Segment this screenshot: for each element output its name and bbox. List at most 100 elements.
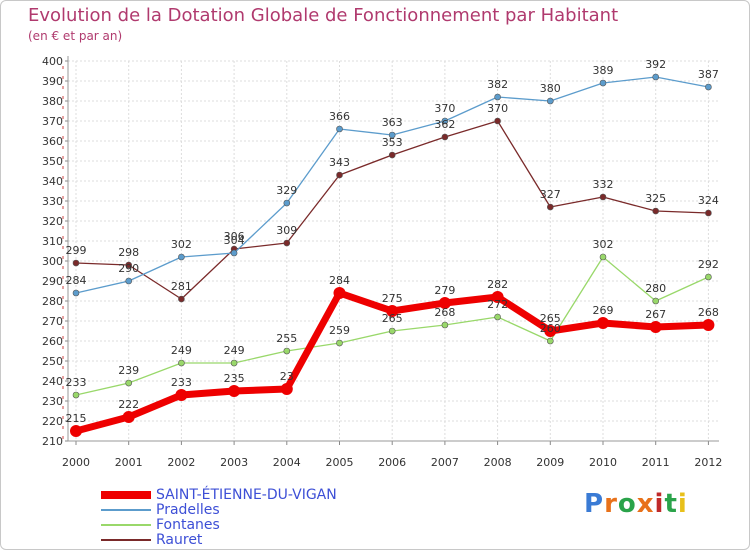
data-label: 282 [487,278,508,291]
data-point [388,131,396,139]
y-tick-label: 360 [42,135,63,148]
logo-letter: o [617,489,637,519]
data-label: 235 [224,372,245,385]
data-label: 275 [382,292,403,305]
y-tick-label: 210 [42,435,63,448]
data-label: 249 [171,344,192,357]
x-tick-label: 2009 [536,456,564,469]
data-point [283,199,291,207]
data-point [652,297,660,305]
data-point [546,337,554,345]
y-tick-label: 280 [42,295,63,308]
y-tick-label: 380 [42,95,63,108]
x-tick-label: 2007 [431,456,459,469]
data-label: 279 [434,284,455,297]
data-point [178,295,185,303]
data-label: 249 [224,344,245,357]
data-point [280,383,293,395]
data-label: 327 [540,188,561,201]
x-tick-label: 2005 [326,456,354,469]
data-point [441,117,449,125]
data-label: 302 [593,238,614,251]
data-label: 284 [329,274,350,287]
data-point [283,239,291,247]
y-tick-label: 350 [42,155,63,168]
data-label: 292 [698,258,719,271]
data-label: 332 [593,178,614,191]
data-point [494,93,501,101]
data-point [125,379,132,387]
data-label: 389 [593,64,614,77]
data-label: 309 [276,224,297,237]
data-point [438,297,451,309]
data-point [336,171,343,179]
data-label: 290 [118,262,139,275]
y-tick-label: 390 [42,75,63,88]
data-label: 265 [382,312,403,325]
data-label: 233 [66,376,87,389]
data-point [230,359,238,367]
data-label: 280 [645,282,666,295]
logo-letter: i [677,489,688,519]
legend-swatch [101,509,151,511]
data-point [336,339,343,347]
data-point [705,273,712,281]
data-point [652,73,660,81]
data-point [125,261,132,269]
legend-label: Rauret [156,532,203,548]
legend-label: Fontanes [156,517,220,533]
data-point [599,193,607,201]
data-point [705,209,712,217]
data-point [491,291,504,303]
x-tick-label: 2000 [62,456,90,469]
y-tick-label: 230 [42,395,63,408]
data-point [546,97,554,105]
y-tick-label: 400 [42,55,63,68]
y-tick-label: 220 [42,415,63,428]
y-tick-label: 240 [42,375,63,388]
y-tick-label: 340 [42,175,63,188]
y-tick-label: 290 [42,275,63,288]
data-point [388,327,396,335]
data-point [178,253,185,261]
data-point [386,305,399,317]
data-label: 255 [276,332,297,345]
chart-title: Evolution de la Dotation Globale de Fonc… [28,5,619,26]
legend-label: SAINT-ÉTIENNE-DU-VIGAN [156,487,337,503]
data-label: 222 [118,398,139,411]
data-label: 392 [645,58,666,71]
y-tick-label: 250 [42,355,63,368]
data-label: 281 [171,280,192,293]
data-point [649,321,662,333]
logo-letter: x [636,489,655,519]
data-label: 306 [224,230,245,243]
data-label: 325 [645,192,666,205]
data-label: 353 [382,136,403,149]
data-label: 304 [224,234,245,247]
y-tick-label: 320 [42,215,63,228]
data-label: 329 [276,184,297,197]
logo-letter: t [664,489,678,519]
y-tick-label: 330 [42,195,63,208]
data-label: 380 [540,82,561,95]
data-point [546,203,554,211]
data-point [705,83,712,91]
y-tick-label: 300 [42,255,63,268]
data-label: 269 [593,304,614,317]
data-label: 302 [171,238,192,251]
data-point [597,317,609,329]
data-point [494,117,501,125]
data-point [388,151,396,159]
x-tick-label: 2006 [378,456,406,469]
x-tick-label: 2003 [220,456,248,469]
data-label: 260 [540,322,561,335]
data-label: 272 [487,298,508,311]
x-tick-label: 2002 [167,456,195,469]
legend-swatch [101,539,151,541]
data-label: 370 [434,102,455,115]
legend-label: Pradelles [156,502,220,518]
data-label: 268 [698,306,719,319]
data-point [70,425,82,437]
data-label: 239 [118,364,139,377]
